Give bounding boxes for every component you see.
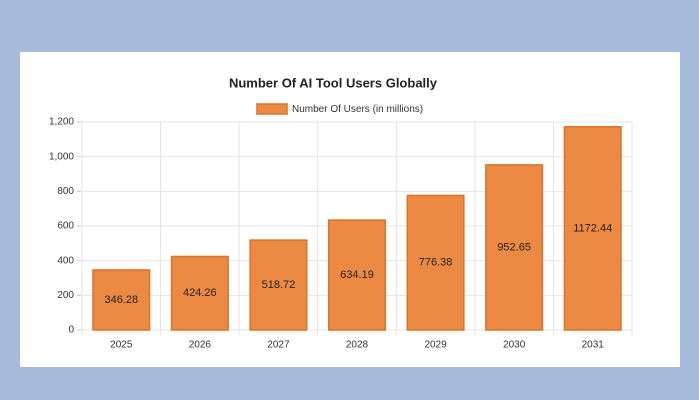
data-label: 776.38 (419, 257, 453, 269)
bar (563, 126, 622, 331)
data-label: 1172.44 (573, 222, 612, 234)
y-tick-label: 800 (57, 186, 74, 197)
legend-label: Number Of Users (in millions) (292, 104, 423, 115)
x-tick-label: 2026 (189, 340, 212, 351)
y-tick-label: 600 (57, 221, 74, 232)
x-tick-label: 2028 (346, 340, 369, 351)
bar (485, 164, 544, 331)
legend-swatch (256, 103, 288, 115)
x-tick-label: 2030 (503, 340, 526, 351)
data-label: 952.65 (497, 241, 531, 253)
y-tick-label: 0 (68, 325, 74, 336)
bar (92, 269, 151, 331)
y-tick-label: 200 (57, 290, 74, 301)
chart-title: Number Of AI Tool Users Globally (229, 75, 438, 90)
data-label: 424.26 (183, 287, 217, 299)
y-tick-label: 1,200 (49, 117, 74, 128)
x-tick-label: 2027 (267, 340, 290, 351)
x-tick-label: 2029 (424, 340, 447, 351)
bar (406, 194, 465, 331)
x-tick-label: 2031 (582, 340, 605, 351)
bar (327, 219, 387, 331)
y-tick-label: 400 (57, 255, 74, 266)
bar (170, 255, 229, 331)
data-label: 634.19 (340, 269, 374, 281)
x-tick-label: 2025 (110, 340, 133, 351)
data-label: 346.28 (104, 294, 138, 306)
y-tick-label: 1,000 (49, 151, 74, 162)
bar (249, 239, 308, 331)
data-label: 518.72 (262, 279, 296, 291)
